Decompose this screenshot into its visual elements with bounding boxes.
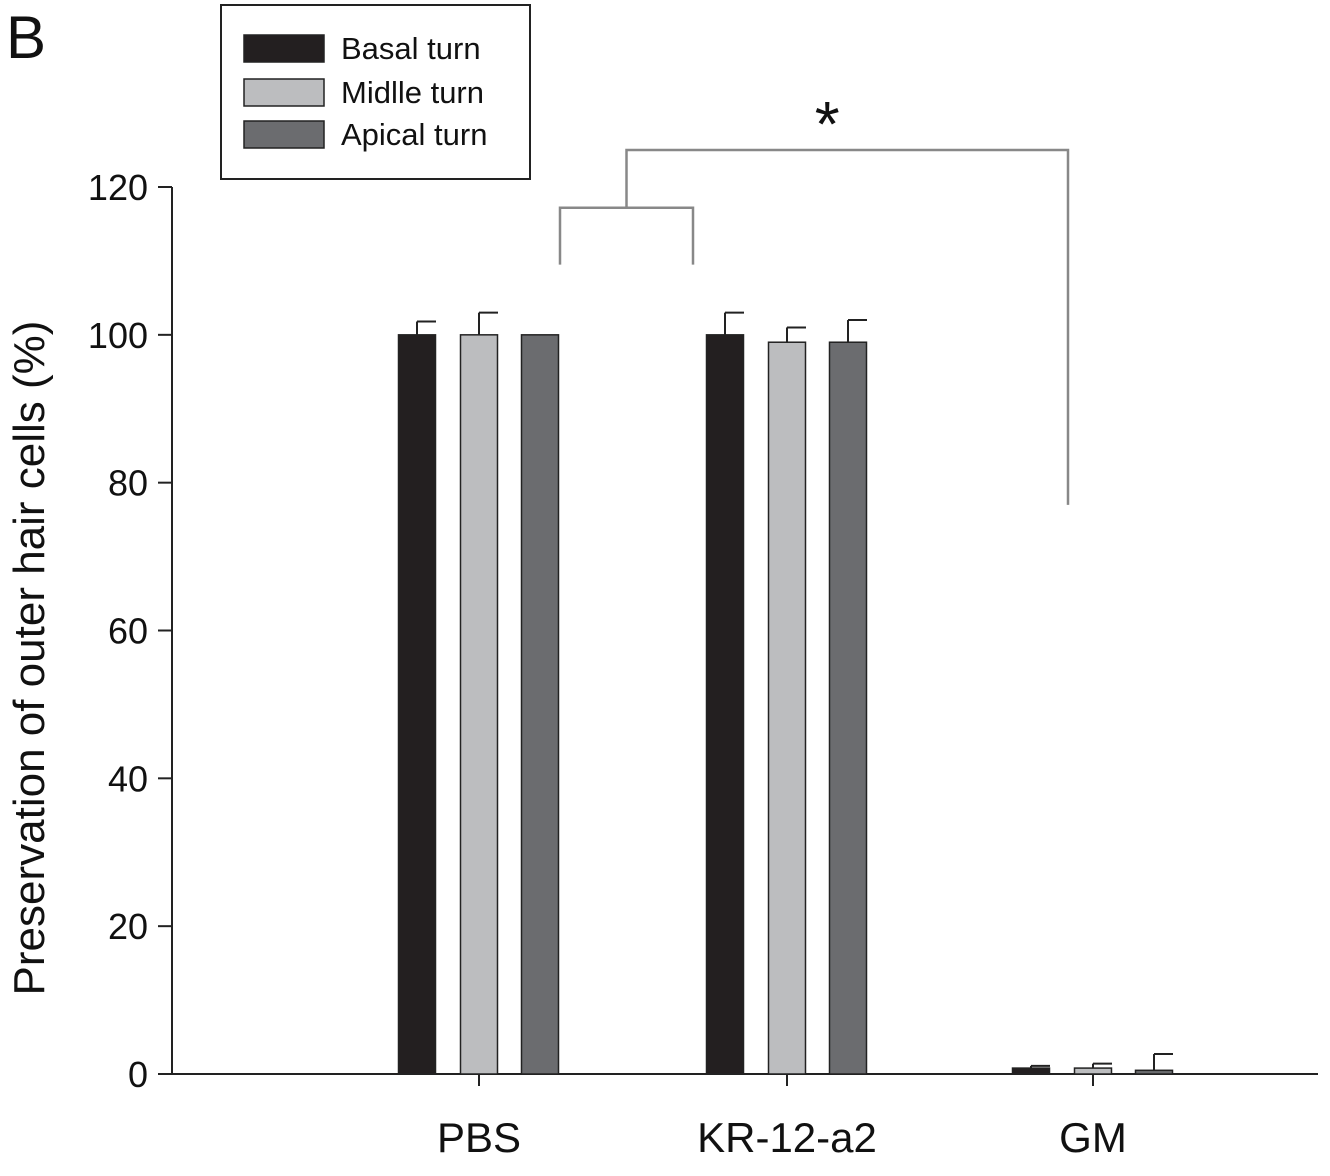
y-tick-label: 80 bbox=[108, 463, 148, 504]
bar bbox=[828, 341, 868, 1075]
legend-label: Basal turn bbox=[341, 31, 481, 66]
bar bbox=[1011, 1067, 1051, 1075]
x-tick-label: GM bbox=[1059, 1114, 1127, 1161]
inner-bracket bbox=[558, 206, 695, 265]
panel-label: B bbox=[6, 4, 46, 71]
y-axis-label: Preservation of outer hair cells (%) bbox=[5, 321, 54, 996]
bar bbox=[767, 341, 807, 1075]
legend: Basal turn Midlle turn Apical turn bbox=[220, 4, 531, 180]
y-tick-label: 0 bbox=[128, 1054, 148, 1095]
legend-swatch bbox=[243, 78, 325, 107]
significance-star: * bbox=[815, 88, 840, 160]
y-tick-label: 60 bbox=[108, 611, 148, 652]
legend-swatch bbox=[243, 120, 325, 149]
bar bbox=[705, 334, 745, 1075]
y-tick-label: 100 bbox=[88, 315, 148, 356]
axes: 0 20 40 60 80 100 120 PBS KR-12-a2 GM bbox=[88, 167, 1318, 1161]
y-tick-label: 40 bbox=[108, 758, 148, 799]
x-tick-label: PBS bbox=[437, 1114, 521, 1161]
outer-bracket bbox=[625, 148, 1070, 505]
bar bbox=[1134, 1069, 1174, 1075]
x-tick-label: KR-12-a2 bbox=[697, 1114, 877, 1161]
bar bbox=[520, 334, 560, 1075]
legend-label: Midlle turn bbox=[341, 75, 484, 110]
y-tick-label: 120 bbox=[88, 167, 148, 208]
bar bbox=[1073, 1067, 1113, 1075]
bars bbox=[397, 311, 1174, 1075]
significance-brackets: * bbox=[558, 88, 1070, 505]
legend-label: Apical turn bbox=[341, 117, 487, 152]
y-tick-label: 20 bbox=[108, 906, 148, 947]
bar bbox=[459, 334, 499, 1075]
legend-swatch bbox=[243, 34, 325, 63]
bar bbox=[397, 334, 437, 1075]
